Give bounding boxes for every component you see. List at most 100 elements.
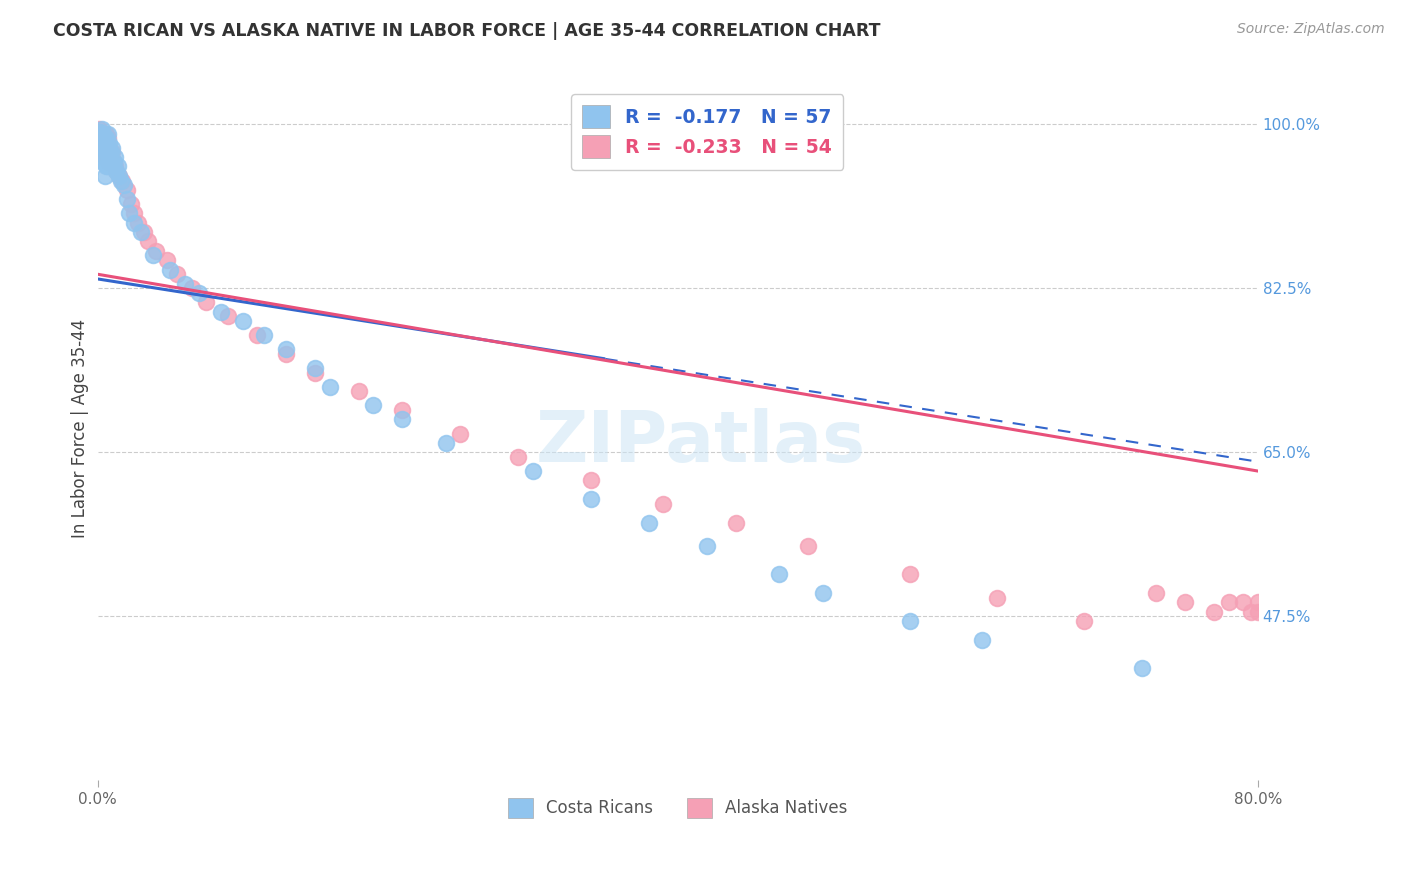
Point bbox=[87, 127, 110, 141]
Point bbox=[104, 150, 127, 164]
Text: ZIPatlas: ZIPatlas bbox=[536, 409, 866, 477]
Text: COSTA RICAN VS ALASKA NATIVE IN LABOR FORCE | AGE 35-44 CORRELATION CHART: COSTA RICAN VS ALASKA NATIVE IN LABOR FO… bbox=[53, 22, 882, 40]
Point bbox=[391, 403, 413, 417]
Point bbox=[232, 314, 254, 328]
Point bbox=[96, 145, 118, 160]
Point bbox=[579, 492, 602, 507]
Point bbox=[97, 160, 120, 174]
Point bbox=[94, 154, 117, 169]
Point bbox=[579, 474, 602, 488]
Point bbox=[90, 122, 112, 136]
Point bbox=[87, 131, 110, 145]
Point bbox=[1204, 605, 1226, 619]
Point bbox=[637, 516, 659, 530]
Point bbox=[1218, 595, 1240, 609]
Point bbox=[98, 141, 121, 155]
Point bbox=[434, 436, 457, 450]
Point bbox=[105, 164, 128, 178]
Point bbox=[90, 136, 112, 150]
Point bbox=[318, 380, 340, 394]
Point bbox=[96, 145, 118, 160]
Point bbox=[166, 267, 188, 281]
Point bbox=[1144, 586, 1167, 600]
Point bbox=[108, 169, 131, 183]
Point bbox=[87, 122, 110, 136]
Point bbox=[129, 225, 152, 239]
Point bbox=[101, 141, 124, 155]
Point bbox=[1130, 661, 1153, 675]
Point bbox=[159, 262, 181, 277]
Point bbox=[110, 173, 132, 187]
Point bbox=[304, 366, 326, 380]
Point bbox=[180, 281, 202, 295]
Point bbox=[1232, 595, 1254, 609]
Point bbox=[122, 216, 145, 230]
Point bbox=[156, 253, 179, 268]
Point bbox=[522, 464, 544, 478]
Point bbox=[97, 127, 120, 141]
Point bbox=[90, 141, 112, 155]
Point bbox=[97, 131, 120, 145]
Point bbox=[347, 384, 370, 399]
Point bbox=[274, 342, 297, 356]
Point bbox=[105, 164, 128, 178]
Point bbox=[724, 516, 747, 530]
Point bbox=[361, 399, 384, 413]
Point bbox=[1247, 605, 1270, 619]
Point bbox=[898, 567, 921, 582]
Point bbox=[94, 131, 117, 145]
Point bbox=[100, 150, 122, 164]
Point bbox=[1247, 595, 1270, 609]
Point bbox=[898, 614, 921, 628]
Point bbox=[94, 150, 117, 164]
Legend: Costa Ricans, Alaska Natives: Costa Ricans, Alaska Natives bbox=[502, 791, 853, 825]
Point bbox=[508, 450, 530, 464]
Point bbox=[100, 145, 122, 160]
Point bbox=[173, 277, 195, 291]
Point bbox=[96, 131, 118, 145]
Y-axis label: In Labor Force | Age 35-44: In Labor Force | Age 35-44 bbox=[72, 319, 89, 539]
Point bbox=[112, 178, 135, 193]
Point bbox=[104, 160, 127, 174]
Point bbox=[115, 192, 138, 206]
Point bbox=[122, 206, 145, 220]
Point bbox=[972, 632, 994, 647]
Point bbox=[696, 539, 718, 553]
Point bbox=[986, 591, 1008, 605]
Point bbox=[94, 141, 117, 155]
Point bbox=[304, 361, 326, 376]
Point bbox=[96, 127, 118, 141]
Point bbox=[1073, 614, 1095, 628]
Point bbox=[120, 197, 142, 211]
Point bbox=[94, 136, 117, 150]
Point bbox=[1239, 605, 1261, 619]
Point bbox=[87, 131, 110, 145]
Point bbox=[145, 244, 167, 258]
Point bbox=[118, 206, 141, 220]
Point bbox=[391, 412, 413, 426]
Point bbox=[89, 125, 111, 139]
Point bbox=[98, 136, 121, 150]
Point bbox=[209, 304, 232, 318]
Point bbox=[93, 154, 115, 169]
Point bbox=[107, 160, 129, 174]
Point bbox=[98, 154, 121, 169]
Point bbox=[101, 160, 124, 174]
Point bbox=[253, 328, 276, 343]
Point bbox=[768, 567, 790, 582]
Point bbox=[94, 169, 117, 183]
Point bbox=[1174, 595, 1197, 609]
Point bbox=[89, 136, 111, 150]
Point bbox=[93, 141, 115, 155]
Point bbox=[142, 248, 165, 262]
Point bbox=[195, 295, 218, 310]
Point bbox=[103, 154, 125, 169]
Point bbox=[274, 347, 297, 361]
Point bbox=[93, 127, 115, 141]
Point bbox=[89, 141, 111, 155]
Text: Source: ZipAtlas.com: Source: ZipAtlas.com bbox=[1237, 22, 1385, 37]
Point bbox=[132, 225, 155, 239]
Point bbox=[188, 285, 211, 300]
Point bbox=[97, 154, 120, 169]
Point bbox=[138, 235, 160, 249]
